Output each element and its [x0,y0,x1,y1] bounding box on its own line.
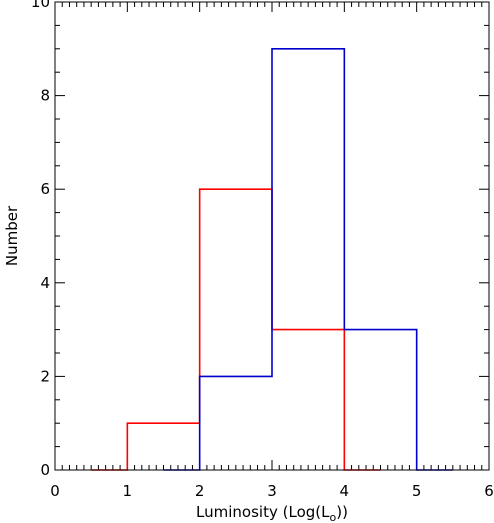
x-axis-label: Luminosity (Log(Lo)) [196,503,348,523]
x-tick-label: 0 [50,482,60,500]
x-tick-label: 5 [412,482,422,500]
y-tick-label: 8 [40,87,50,105]
y-tick-label: 10 [31,0,50,11]
y-tick-label: 2 [40,367,50,385]
y-tick-label: 6 [40,180,50,198]
labels-layer: 0 1 2 3 4 5 6 0 2 4 6 8 10 [31,0,494,500]
y-tick-label: 0 [40,461,50,479]
y-axis-label: Number [3,205,21,266]
x-tick-label: 4 [340,482,350,500]
histogram-series-1 [91,188,381,471]
x-tick-label: 3 [267,482,277,500]
x-tick-label: 1 [123,482,133,500]
histogram-series-2 [163,48,453,471]
x-tick-label: 2 [195,482,205,500]
x-tick-label: 6 [484,482,494,500]
y-tick-label: 4 [40,274,50,292]
plot-frame [54,1,490,471]
series-layer [91,48,453,471]
